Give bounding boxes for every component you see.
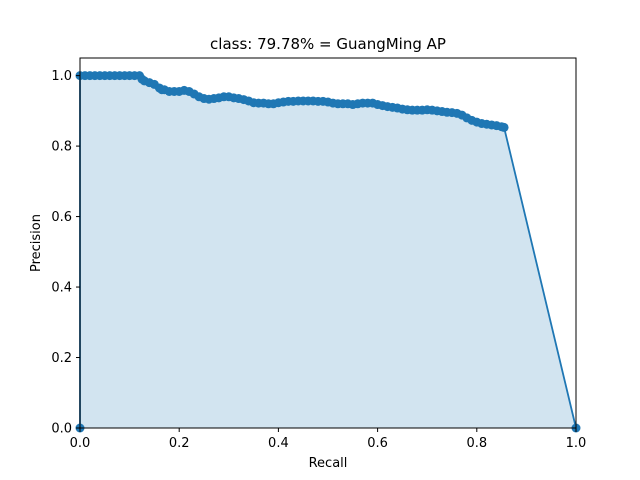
y-axis: 0.0 0.2 0.4 0.6 0.8 1.0 (51, 69, 80, 437)
y-tick-label: 0.0 (51, 422, 72, 437)
y-tick-label: 0.2 (51, 351, 72, 366)
x-axis: 0.0 0.2 0.4 0.6 0.8 1.0 (70, 428, 587, 451)
plot-area (75, 71, 581, 433)
x-tick-label: 0.0 (70, 436, 91, 451)
y-axis-label: Precision (29, 214, 44, 272)
x-tick-label: 0.2 (169, 436, 190, 451)
y-tick-label: 0.8 (51, 140, 72, 155)
x-tick-label: 1.0 (566, 436, 587, 451)
area-fill-0 (80, 75, 576, 429)
x-axis-label: Recall (309, 456, 348, 471)
y-tick-label: 1.0 (51, 69, 72, 84)
y-tick-label: 0.6 (51, 210, 72, 225)
data-point (499, 122, 509, 132)
axes-frame (79, 57, 577, 429)
y-tick-label: 0.4 (51, 281, 72, 296)
x-tick-label: 0.4 (268, 436, 289, 451)
chart-title: class: 79.78% = GuangMing AP (210, 35, 446, 53)
x-tick-label: 0.8 (466, 436, 487, 451)
x-tick-label: 0.6 (367, 436, 388, 451)
